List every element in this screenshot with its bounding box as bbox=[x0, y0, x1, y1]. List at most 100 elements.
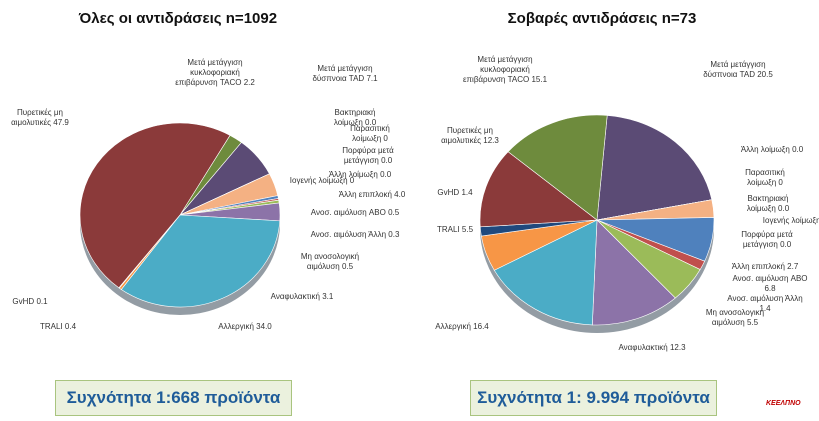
slice-category: Μη ανοσολογική αιμόλυση bbox=[705, 308, 765, 327]
slice-value: 12.3 bbox=[669, 343, 686, 352]
slice-value: 47.9 bbox=[53, 118, 69, 127]
slice-label: Ανοσ. αιμόλυση ABO 0.5 bbox=[310, 208, 400, 218]
slice-category: Μετά μετάγγιση δύσπνοια TAD bbox=[312, 64, 373, 83]
slice-category: Αναφυλακτική bbox=[618, 343, 668, 352]
slice-label: Μετά μετάγγιση δύσπνοια TAD 20.5 bbox=[698, 60, 778, 80]
slice-value: 0 bbox=[349, 176, 355, 185]
slice-label: Πυρετικές μη αιμολυτικές 12.3 bbox=[435, 126, 505, 146]
slice-category: Βακτηριακή λοίμωξη bbox=[333, 108, 376, 127]
slice-value: 16.4 bbox=[473, 322, 489, 331]
slice-value: 12.3 bbox=[483, 136, 499, 145]
slice-label: Άλλη λοίμωξη 0.0 bbox=[325, 170, 395, 180]
slice-category: Πυρετικές μη αιμολυτικές bbox=[11, 108, 63, 127]
slice-label: Πυρετικές μη αιμολυτικές 47.9 bbox=[5, 108, 75, 128]
slice-category: Πορφύρα μετά μετάγγιση bbox=[741, 230, 793, 249]
slice-label: Βακτηριακή λοίμωξη 0.0 bbox=[320, 108, 390, 128]
slice-category: Ιογενής λοίμωξη bbox=[762, 216, 819, 225]
slice-value: 0.1 bbox=[36, 297, 48, 306]
slice-category: Ανοσ. αιμόλυση Άλλη bbox=[727, 294, 803, 303]
slice-value: 7.1 bbox=[366, 74, 378, 83]
slice-category: Μετά μετάγγιση κυκλοφοριακή επιβάρυνση T… bbox=[462, 55, 533, 84]
slice-label: TRALI 0.4 bbox=[33, 322, 83, 332]
slice-label: GvHD 1.4 bbox=[430, 188, 480, 198]
annotation: Συχνότητα 1: 9.994 προϊόντα bbox=[470, 380, 717, 416]
slice-label: Άλλη επιπλοκή 4.0 bbox=[327, 190, 417, 200]
slice-category: Άλλη επιπλοκή bbox=[338, 190, 392, 199]
slice-category: Βακτηριακή λοίμωξη bbox=[746, 194, 789, 213]
slice-category: Μετά μετάγγιση κυκλοφοριακή επιβάρυνση T… bbox=[175, 58, 243, 87]
slice-value: 6.8 bbox=[764, 284, 776, 293]
slice-label: Πορφύρα μετά μετάγγιση 0.0 bbox=[732, 230, 802, 250]
pie-slice bbox=[479, 151, 598, 228]
slice-label: Μη ανοσολογική αιμόλυση 5.5 bbox=[695, 308, 775, 328]
logo: ΚΕΕΛΠΝΟ bbox=[766, 400, 801, 407]
slice-label: Αναφυλακτική 12.3 bbox=[612, 343, 692, 353]
slice-category: Μη ανοσολογική αιμόλυση bbox=[300, 252, 360, 271]
slice-value: 0 bbox=[778, 178, 783, 187]
slice-category: GvHD bbox=[437, 188, 460, 197]
slice-label: GvHD 0.1 bbox=[5, 297, 55, 307]
pie-slice bbox=[507, 114, 608, 221]
slice-label: Μετά μετάγγιση κυκλοφοριακή επιβάρυνση T… bbox=[170, 58, 260, 88]
slice-value: 5.5 bbox=[461, 225, 474, 234]
slice-value: 2.7 bbox=[787, 262, 799, 271]
slice-value: 15.1 bbox=[531, 75, 548, 84]
slice-category: Άλλη λοίμωξη bbox=[328, 170, 378, 179]
slice-label: Άλλη λοίμωξη 0.0 bbox=[737, 145, 807, 155]
slice-value: 5.5 bbox=[747, 318, 759, 327]
slice-category: TRALI bbox=[39, 322, 63, 331]
slice-label: Αναφυλακτική 3.1 bbox=[262, 292, 342, 302]
pie-slice bbox=[596, 115, 713, 221]
slice-label: Πορφύρα μετά μετάγγιση 0.0 bbox=[333, 146, 403, 166]
slice-category: Παρασιτική λοίμωξη bbox=[350, 124, 390, 143]
slice-category: Αλλεργική bbox=[218, 322, 254, 331]
slice-label: Βακτηριακή λοίμωξη 0.0 bbox=[738, 194, 798, 214]
slice-label: Παρασιτική λοίμωξη 0 bbox=[335, 124, 405, 144]
slice-label: Άλλη επιπλοκή 2.7 bbox=[720, 262, 810, 272]
slice-category: Πυρετικές μη αιμολυτικές bbox=[441, 126, 493, 145]
slice-value: 0.0 bbox=[780, 240, 792, 249]
slice-label: Ανοσ. αιμόλυση ABO 6.8 bbox=[730, 274, 810, 294]
slice-value: 0 bbox=[383, 134, 388, 143]
slice-category: Ιογενής λοίμωξη bbox=[289, 176, 348, 185]
slice-category: Άλλη λοίμωξη bbox=[740, 145, 790, 154]
slice-value: 0.3 bbox=[388, 230, 400, 239]
slice-category: Ανοσ. αιμόλυση ABO bbox=[732, 274, 808, 283]
slice-label: Ανοσ. αιμόλυση Άλλη 0.3 bbox=[310, 230, 400, 240]
slice-value: 1.4 bbox=[461, 188, 473, 197]
annotation: Συχνότητα 1:668 προϊόντα bbox=[55, 380, 292, 416]
slice-label: Μετά μετάγγιση κυκλοφοριακή επιβάρυνση T… bbox=[460, 55, 550, 85]
slice-category: Ανοσ. αιμόλυση ABO bbox=[310, 208, 386, 217]
slice-category: Μετά μετάγγιση δύσπνοια TAD bbox=[703, 60, 766, 79]
slice-category: Αλλεργική bbox=[435, 322, 471, 331]
slice-label: Παρασιτική λοίμωξη 0 bbox=[735, 168, 795, 188]
slice-label: Μη ανοσολογική αιμόλυση 0.5 bbox=[290, 252, 370, 272]
chart-title: Όλες οι αντιδράσεις n=1092 bbox=[78, 10, 278, 27]
slice-value: 2.2 bbox=[243, 78, 255, 87]
slice-value: 0.5 bbox=[388, 208, 400, 217]
slice-category: Άλλη επιπλοκή bbox=[731, 262, 785, 271]
slice-label: Ιογενής λοίμωξη 0 bbox=[760, 216, 819, 226]
slice-value: 0.0 bbox=[380, 170, 392, 179]
pie-slice bbox=[591, 219, 676, 326]
slice-category: Πορφύρα μετά μετάγγιση bbox=[342, 146, 394, 165]
slice-category: Παρασιτική λοίμωξη bbox=[745, 168, 785, 187]
slice-value: 1.4 bbox=[759, 304, 771, 313]
slice-value: 0.0 bbox=[778, 204, 790, 213]
slice-value: 0.5 bbox=[342, 262, 354, 271]
pie-slice bbox=[493, 219, 598, 326]
slice-label: TRALI 5.5 bbox=[430, 225, 480, 235]
chart-title: Σοβαρές αντιδράσεις n=73 bbox=[507, 10, 697, 27]
slice-value: 0.0 bbox=[792, 145, 804, 154]
slice-value: 0.4 bbox=[64, 322, 77, 331]
pie-slice bbox=[79, 122, 231, 289]
slice-value: 20.5 bbox=[757, 70, 773, 79]
slice-category: Ανοσ. αιμόλυση Άλλη bbox=[310, 230, 387, 239]
slice-label: Ανοσ. αιμόλυση Άλλη 1.4 bbox=[725, 294, 805, 314]
slice-label: Μετά μετάγγιση δύσπνοια TAD 7.1 bbox=[300, 64, 390, 84]
slice-category: Αναφυλακτική bbox=[270, 292, 320, 301]
slice-label: Αλλεργική 34.0 bbox=[200, 322, 290, 332]
slice-label: Αλλεργική 16.4 bbox=[432, 322, 492, 332]
